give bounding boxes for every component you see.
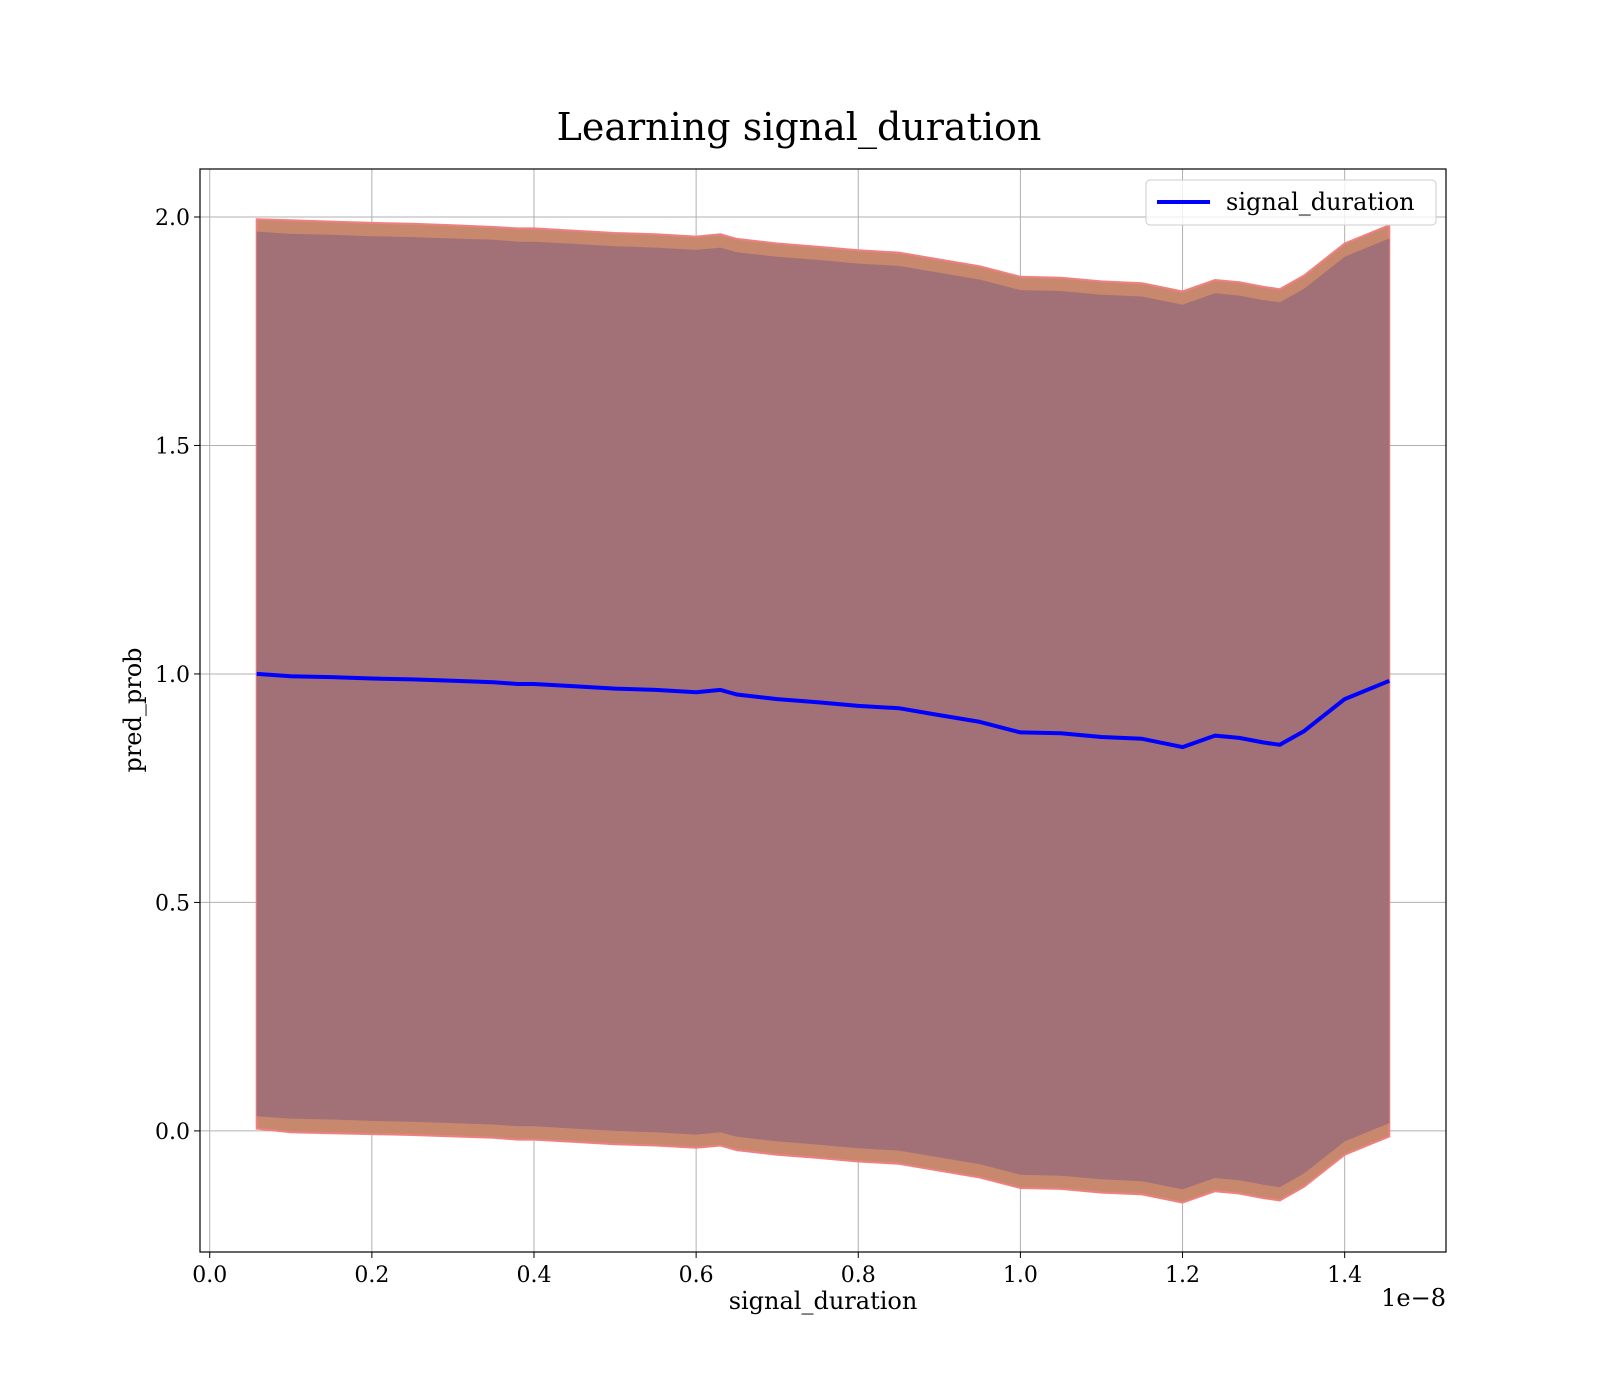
x-tick-label: 0.0: [192, 1263, 227, 1288]
series-lines: [256, 671, 1391, 750]
y-tick-label: 1.0: [155, 663, 190, 688]
confidence-band-inner: [256, 231, 1390, 1190]
y-tick-label: 0.0: [155, 1120, 190, 1145]
x-axis-ticks: 0.0 0.2 0.4 0.6 0.8 1.0 1.2 1.4: [192, 1252, 1362, 1288]
x-tick-label: 0.8: [841, 1263, 876, 1288]
series-line: [256, 671, 1391, 750]
y-axis-label: pred_prob: [119, 647, 147, 772]
x-tick-label: 0.6: [679, 1263, 714, 1288]
plot-area-frame: [199, 168, 1447, 1253]
chart-title: Learning signal_duration: [557, 105, 1042, 150]
y-tick-label: 2.0: [155, 206, 190, 231]
y-tick-label: 0.5: [155, 891, 190, 916]
x-tick-label: 0.4: [516, 1263, 551, 1288]
x-tick-label: 1.0: [1003, 1263, 1038, 1288]
legend: signal_duration: [1145, 179, 1437, 226]
x-axis-label: signal_duration: [729, 1287, 918, 1315]
x-tick-label: 1.2: [1165, 1263, 1200, 1288]
x-tick-label: 0.2: [354, 1263, 389, 1288]
legend-box: [1145, 179, 1437, 226]
legend-label: signal_duration: [1226, 188, 1415, 216]
y-tick-label: 1.5: [155, 434, 190, 459]
confidence-bands: [255, 218, 1391, 1204]
y-axis-ticks: 0.0 0.5 1.0 1.5 2.0: [155, 206, 200, 1145]
x-axis-offset-label: 1e−8: [1381, 1284, 1446, 1312]
x-tick-label: 1.4: [1327, 1263, 1362, 1288]
